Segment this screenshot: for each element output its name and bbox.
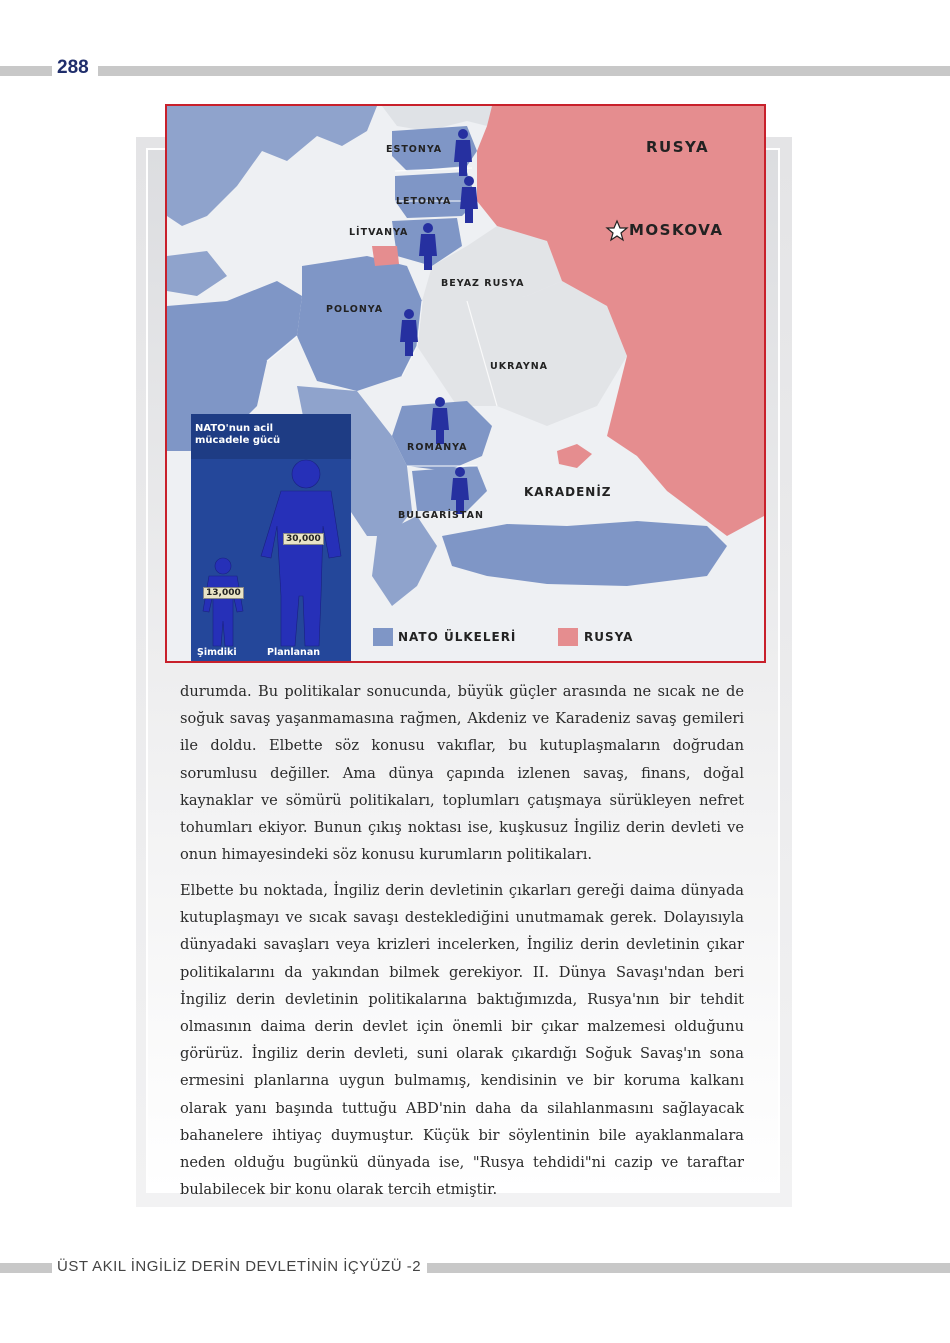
- nato-map-figure: NATO'nun acil mücadele gücü 30,000 13,00…: [165, 104, 766, 663]
- legend-russia: RUSYA: [584, 630, 634, 644]
- planned-value: 30,000: [283, 533, 324, 545]
- label-litvanya: LİTVANYA: [349, 227, 409, 238]
- footer-book-title: ÜST AKIL İNGİLİZ DERİN DEVLETİNİN İÇYÜZÜ…: [57, 1258, 422, 1275]
- paragraph-2: Elbette bu noktada, İngiliz derin devlet…: [180, 882, 744, 1199]
- footer-rule-right: [427, 1263, 950, 1273]
- label-moskova: MOSKOVA: [629, 221, 724, 239]
- label-beyaz-rusya: BEYAZ RUSYA: [441, 278, 525, 289]
- header-rule-left: [0, 66, 52, 76]
- label-romanya: ROMANYA: [407, 442, 468, 453]
- label-ukrayna: UKRAYNA: [490, 361, 549, 372]
- label-rusya: RUSYA: [646, 138, 710, 156]
- label-estonya: ESTONYA: [386, 144, 443, 155]
- soldier-icons: [373, 129, 629, 646]
- label-bulgaristan: BULGARİSTAN: [398, 510, 484, 521]
- paragraph-1: durumda. Bu politikalar sonucunda, büyük…: [180, 683, 744, 864]
- legend-nato: NATO ÜLKELERİ: [398, 630, 517, 644]
- label-letonya: LETONYA: [396, 196, 452, 207]
- page-number: 288: [57, 57, 89, 78]
- planned-label: Planlanan: [267, 647, 320, 658]
- inset-title: NATO'nun acil mücadele gücü: [195, 423, 281, 446]
- current-label: Şimdiki: [197, 647, 237, 658]
- label-karadeniz: KARADENİZ: [524, 485, 612, 499]
- label-polonya: POLONYA: [326, 304, 384, 315]
- current-value: 13,000: [203, 587, 244, 599]
- footer-rule-left: [0, 1263, 52, 1273]
- header-rule-right: [98, 66, 950, 76]
